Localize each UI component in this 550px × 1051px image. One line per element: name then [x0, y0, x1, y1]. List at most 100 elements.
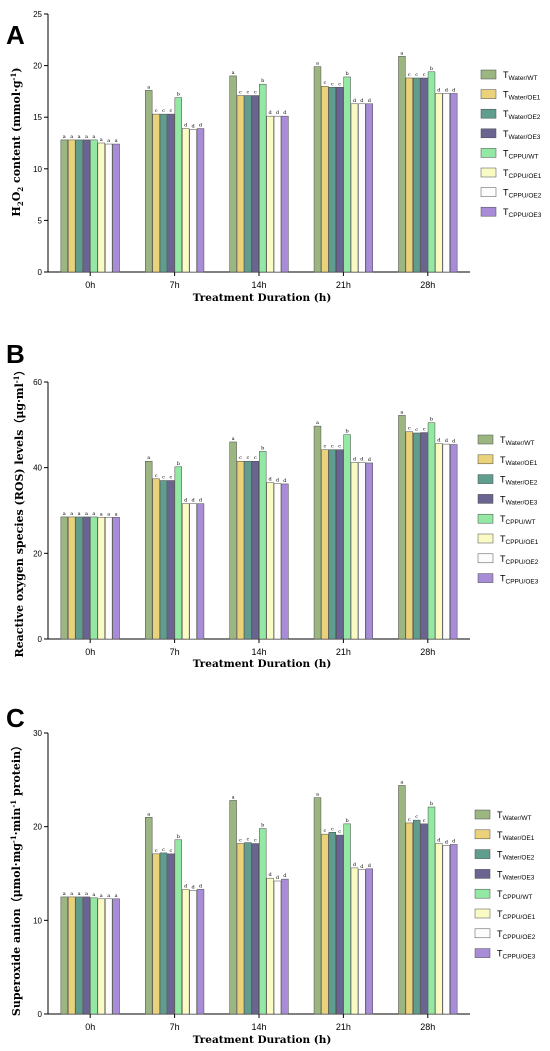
significance-label: a [316, 792, 319, 798]
legend-swatch [474, 888, 491, 899]
bar [97, 898, 105, 1015]
y-tick-label: 25 [33, 10, 42, 19]
significance-label: c [169, 108, 172, 114]
significance-label: a [63, 134, 66, 140]
bar [413, 819, 421, 1015]
significance-label: d [199, 123, 203, 129]
significance-label: c [246, 90, 249, 96]
bar [435, 443, 443, 640]
significance-label: c [239, 838, 242, 844]
bar [174, 97, 183, 273]
legend-label: TCPPU/OE2 [503, 188, 542, 200]
significance-label: a [232, 70, 235, 76]
legend-label: TWater/OE2 [497, 850, 535, 862]
significance-label: d [353, 98, 357, 104]
legend-label: TCPPU/OE3 [500, 574, 539, 586]
y-axis-label: H2O2 content (mmol·g-1) [9, 67, 25, 216]
bar [97, 517, 105, 640]
significance-label: d [184, 498, 188, 504]
significance-label: c [338, 829, 341, 835]
significance-label: a [147, 84, 150, 90]
legend-label: TWater/OE1 [497, 830, 535, 842]
significance-label: a [100, 511, 103, 517]
significance-label: a [78, 511, 81, 517]
panel-b: B Reactive oxygen species (ROS) levels（μ… [6, 339, 539, 670]
bar [82, 516, 91, 640]
bar [398, 415, 406, 640]
bar [68, 896, 76, 1015]
bar [365, 462, 374, 640]
legend-swatch [480, 69, 497, 80]
significance-label: d [452, 87, 456, 93]
bar [112, 898, 120, 1015]
bar [229, 75, 237, 273]
bar [236, 843, 245, 1015]
significance-label: d [445, 839, 449, 845]
legend-label: TCPPU/OE3 [497, 949, 536, 961]
bar [273, 115, 282, 273]
x-tick-label: 14h [251, 647, 266, 657]
bar [442, 845, 451, 1015]
significance-label: c [323, 828, 326, 834]
panel-letter: C [6, 703, 25, 733]
significance-label: c [415, 427, 418, 433]
legend-swatch [477, 533, 494, 544]
bar [435, 843, 443, 1015]
x-tick-label: 21h [336, 1022, 351, 1032]
legend-label: TWater/OE3 [497, 869, 535, 881]
legend-label: TWater/OE2 [503, 109, 541, 121]
legend-swatch [474, 908, 491, 919]
significance-label: c [239, 90, 242, 96]
bar [281, 115, 289, 273]
significance-label: a [85, 134, 88, 140]
legend-swatch [477, 494, 494, 504]
significance-label: a [92, 134, 95, 140]
significance-label: d [283, 110, 287, 116]
significance-label: d [360, 457, 364, 463]
bar [313, 797, 322, 1015]
panel-a: A H2O2 content (mmol·g-1) Treatment Dura… [6, 10, 542, 304]
bar [167, 113, 175, 273]
legend-label: TWater/WT [497, 810, 532, 822]
x-tick-label: 0h [85, 647, 95, 657]
legend-swatch [474, 928, 491, 939]
bar [266, 482, 274, 640]
bar [398, 56, 406, 273]
bar [159, 480, 168, 640]
legend-swatch [474, 829, 491, 840]
significance-label: a [63, 511, 66, 517]
bar [174, 466, 183, 640]
significance-label: d [268, 477, 272, 483]
bar [90, 139, 98, 273]
significance-label: c [254, 838, 257, 844]
significance-label: b [430, 417, 433, 423]
legend-label: TWater/OE1 [503, 90, 541, 102]
bar [281, 483, 289, 640]
bar [60, 139, 68, 273]
significance-label: d [360, 864, 364, 870]
y-tick-label: 20 [33, 549, 42, 558]
bar [405, 77, 414, 273]
significance-label: d [437, 87, 441, 93]
significance-label: a [107, 893, 110, 899]
significance-label: a [85, 511, 88, 517]
bar [174, 839, 183, 1015]
bar [321, 833, 329, 1015]
legend-label: TCPPU/WT [500, 514, 536, 526]
legend-swatch [474, 849, 491, 859]
legend-swatch [477, 474, 494, 484]
significance-label: c [162, 847, 165, 853]
bar [75, 896, 83, 1015]
significance-label: a [316, 420, 319, 426]
bar [442, 443, 451, 640]
bar [420, 77, 428, 273]
y-tick-label: 0 [38, 635, 43, 644]
significance-label: d [184, 883, 188, 889]
significance-label: a [85, 891, 88, 897]
bar [420, 823, 428, 1015]
legend-swatch [474, 869, 491, 879]
significance-label: a [107, 138, 110, 144]
bar [313, 66, 322, 273]
